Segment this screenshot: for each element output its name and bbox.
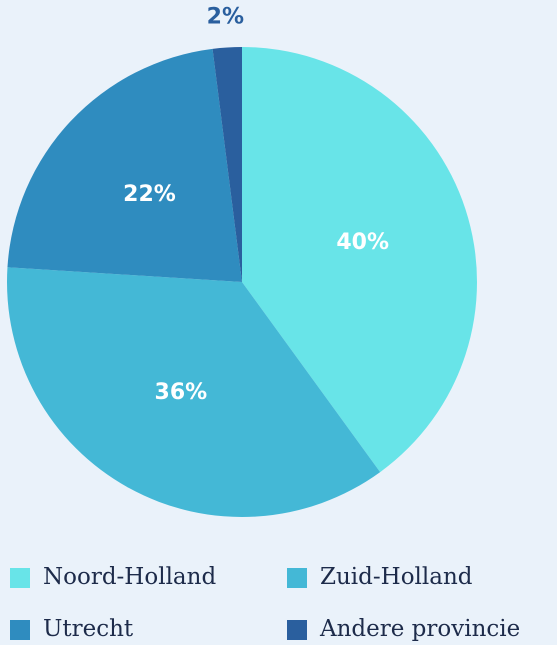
legend-swatch (10, 568, 30, 588)
legend-label: Andere provincie (319, 616, 520, 642)
legend-label: Zuid-Holland (320, 564, 473, 590)
pie-slice (212, 47, 242, 282)
value-label: 36% (155, 380, 208, 405)
value-label: 2% (207, 5, 244, 30)
legend-swatch (287, 620, 307, 640)
value-label: 22% (123, 182, 176, 207)
legend-swatch (287, 568, 307, 588)
pie-slice (6, 267, 381, 517)
value-label: 40% (336, 230, 389, 255)
legend-swatch (10, 620, 30, 640)
pie-slice (7, 48, 243, 283)
legend-label: Noord-Holland (43, 564, 216, 590)
legend-label: Utrecht (43, 616, 134, 642)
pie-slice (242, 47, 478, 473)
